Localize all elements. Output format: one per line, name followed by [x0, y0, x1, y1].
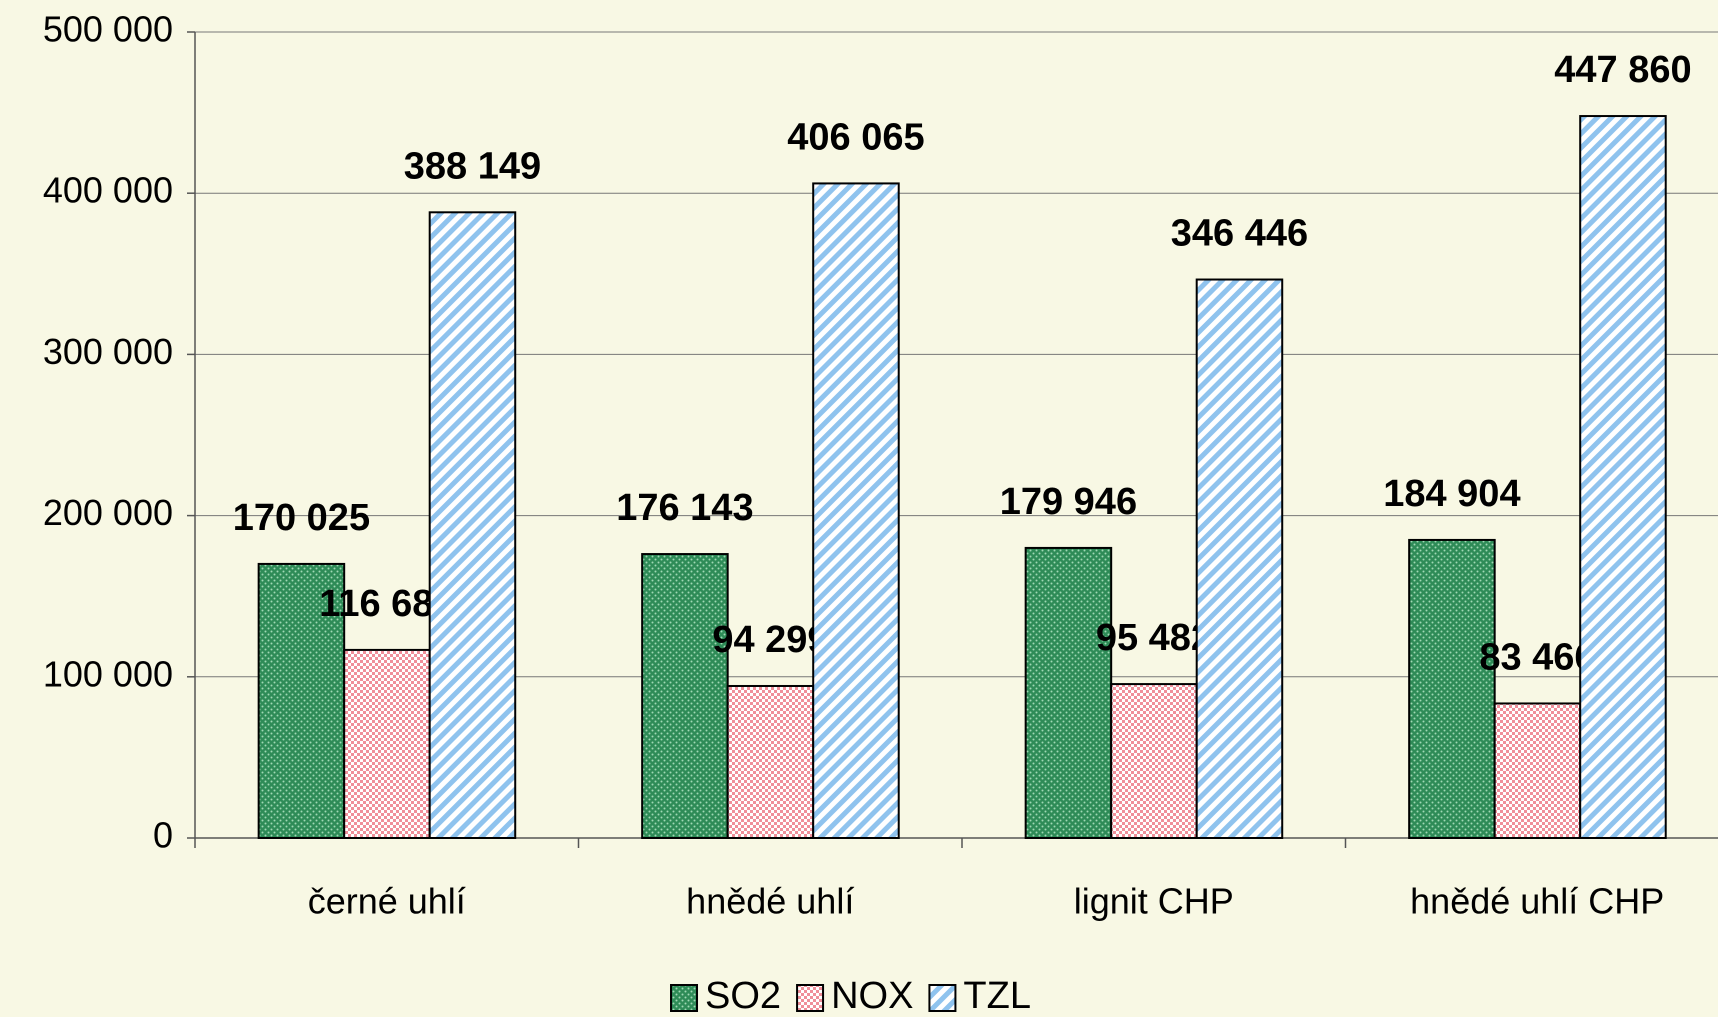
value-label: 94 299 — [712, 619, 828, 661]
legend-swatch — [928, 984, 957, 1012]
value-label: 179 946 — [1000, 481, 1137, 523]
y-tick-label: 0 — [153, 815, 173, 856]
bar — [343, 648, 431, 839]
y-tick-label: 100 000 — [43, 653, 173, 694]
value-label: 83 466 — [1479, 636, 1595, 678]
value-label: 95 482 — [1096, 617, 1212, 659]
bar — [1493, 702, 1582, 840]
x-tick-label: hnědé uhlí — [686, 881, 854, 922]
y-tick-label: 200 000 — [43, 492, 173, 533]
bar — [1024, 546, 1113, 839]
value-label: 388 149 — [404, 145, 541, 187]
legend-label: NOX — [831, 975, 913, 1017]
value-label: 447 860 — [1554, 49, 1691, 91]
bar — [641, 553, 729, 839]
legend-label: TZL — [963, 975, 1031, 1017]
y-tick-label: 400 000 — [43, 170, 173, 211]
bar — [428, 211, 517, 839]
legend-swatch — [670, 984, 699, 1012]
x-tick-label: hnědé uhlí CHP — [1410, 881, 1664, 922]
value-label: 184 904 — [1383, 473, 1520, 515]
value-label: 406 065 — [787, 116, 924, 158]
y-tick-label: 300 000 — [43, 331, 173, 372]
x-tick-label: černé uhlí — [308, 881, 466, 922]
bar — [812, 182, 900, 839]
bar — [1195, 278, 1284, 839]
legend-label: SO2 — [705, 975, 781, 1017]
bar — [726, 684, 815, 839]
y-tick-label: 500 000 — [43, 9, 173, 50]
value-label: 170 025 — [233, 497, 370, 539]
bar — [257, 562, 346, 839]
bar — [1408, 538, 1496, 839]
value-label: 176 143 — [616, 487, 753, 529]
bar — [1579, 115, 1667, 839]
bar — [1110, 683, 1198, 839]
x-tick-label: lignit CHP — [1074, 881, 1234, 922]
legend-swatch — [796, 984, 825, 1012]
value-label: 346 446 — [1171, 213, 1308, 255]
